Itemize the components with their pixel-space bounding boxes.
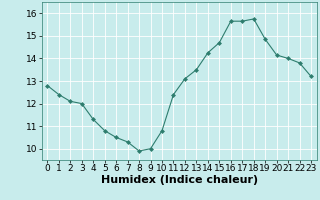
X-axis label: Humidex (Indice chaleur): Humidex (Indice chaleur) — [100, 175, 258, 185]
